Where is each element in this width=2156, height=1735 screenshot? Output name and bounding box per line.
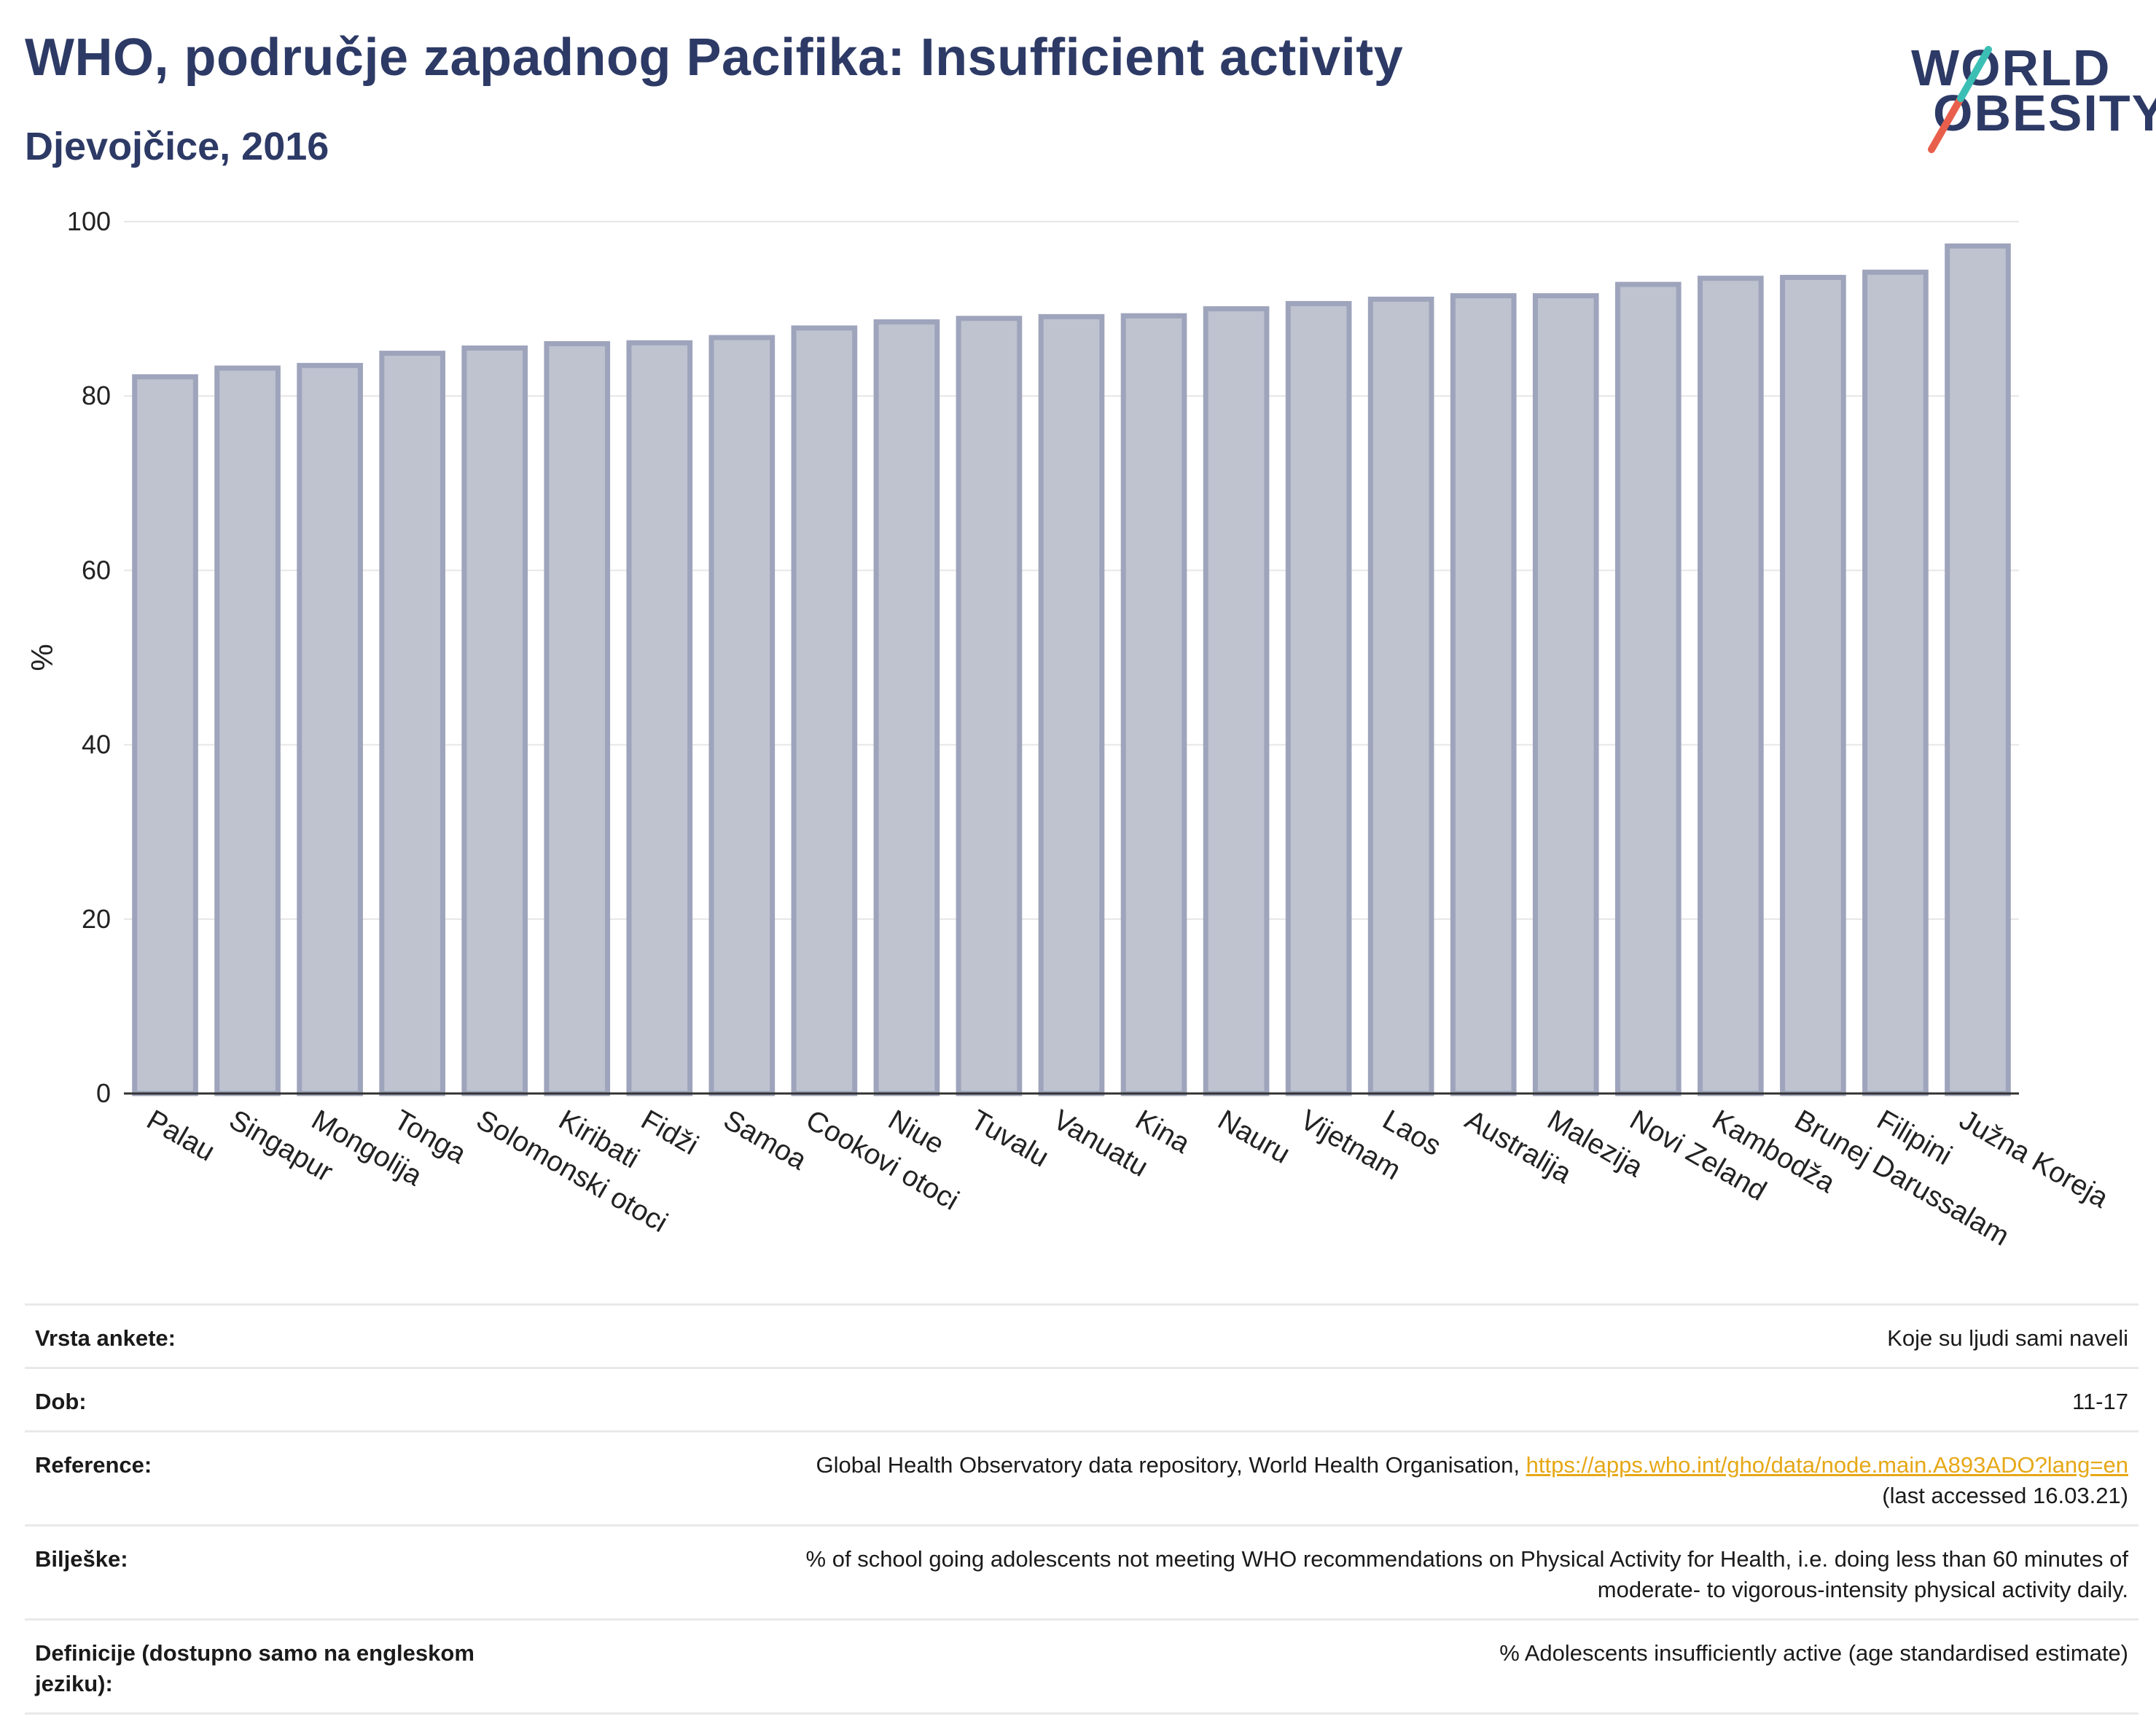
meta-key: Bilješke: — [35, 1546, 128, 1572]
y-tick-label: 20 — [82, 904, 111, 934]
x-tick-label: Fidži — [636, 1104, 703, 1161]
y-tick-label: 100 — [67, 206, 111, 236]
x-tick-label: Nauru — [1213, 1104, 1296, 1170]
x-tick-label: Južna Koreja — [1954, 1104, 2114, 1214]
meta-value: % Adolescents insufficiently active (age… — [1499, 1640, 2128, 1666]
x-tick-label: Cookovi otoci — [800, 1104, 964, 1217]
meta-value: Koje su ljudi sami naveli — [1887, 1325, 2128, 1351]
bar-niue[interactable] — [873, 319, 940, 1096]
logo-slash-icon — [1928, 46, 1992, 153]
y-axis-ticks: 0 20 40 60 80 100 — [67, 206, 111, 1108]
bar-samoa[interactable] — [708, 335, 776, 1096]
meta-value: 11-17 — [2072, 1389, 2128, 1414]
x-tick-label: Tuvalu — [965, 1104, 1054, 1174]
y-tick-label: 0 — [96, 1078, 111, 1108]
meta-key: Dob: — [35, 1389, 87, 1414]
reference-link[interactable]: https://apps.who.int/gho/data/node.main.… — [1526, 1452, 2128, 1478]
meta-row-notes: Bilješke: % of school going adolescents … — [25, 1524, 2139, 1618]
y-tick-label: 80 — [82, 381, 111, 410]
bar-malezija[interactable] — [1532, 293, 1599, 1096]
y-tick-label: 60 — [82, 555, 111, 585]
bar-cookovi-otoci[interactable] — [791, 325, 858, 1096]
bar-kambodža[interactable] — [1698, 276, 1764, 1096]
bar-laos[interactable] — [1367, 296, 1434, 1096]
bar-brunej-darussalam[interactable] — [1780, 275, 1846, 1096]
meta-value: Global Health Observatory data repositor… — [589, 1450, 2128, 1511]
meta-key: Definicije (dostupno samo na engleskom j… — [35, 1640, 474, 1696]
bar-mongolija[interactable] — [297, 362, 363, 1096]
notes-line2: moderate- to vigorous-intensity physical… — [1597, 1577, 2128, 1602]
meta-row-definition: Definicije (dostupno samo na engleskom j… — [25, 1618, 2139, 1715]
y-tick-label: 40 — [82, 730, 111, 760]
meta-row-reference: Reference: Global Health Observatory dat… — [25, 1430, 2139, 1524]
bar-filipini[interactable] — [1862, 269, 1929, 1096]
reference-text: Global Health Observatory data repositor… — [816, 1452, 1526, 1478]
meta-row-age: Dob: 11-17 — [25, 1367, 2139, 1430]
bar-australija[interactable] — [1450, 293, 1517, 1096]
bar-tuvalu[interactable] — [956, 316, 1023, 1096]
bar-kiribati[interactable] — [544, 340, 611, 1096]
bar-fidži[interactable] — [626, 340, 693, 1096]
bar-nauru[interactable] — [1203, 306, 1270, 1096]
bar-vijetnam[interactable] — [1285, 300, 1352, 1096]
bar-palau[interactable] — [132, 374, 198, 1096]
bar-vanuatu[interactable] — [1038, 313, 1105, 1096]
bar-južna-koreja[interactable] — [1945, 243, 2011, 1096]
bar-singapur[interactable] — [214, 365, 281, 1096]
metadata-table: Vrsta ankete: Koje su ljudi sami naveli … — [25, 1303, 2139, 1715]
meta-row-survey: Vrsta ankete: Koje su ljudi sami naveli — [25, 1303, 2139, 1367]
logo-line1: WORLD — [1911, 39, 2112, 96]
chart-title: WHO, područje zapadnog Pacifika: Insuffi… — [25, 28, 1404, 87]
y-axis-label: % — [25, 644, 59, 671]
reference-accessed: (last accessed 16.03.21) — [1882, 1483, 2128, 1508]
bar-tonga[interactable] — [379, 351, 445, 1096]
meta-key: Vrsta ankete: — [35, 1325, 176, 1351]
x-tick-label: Samoa — [718, 1104, 812, 1177]
bar-chart: 0 20 40 60 80 100 Palau SingapurMongolijaTonga… — [25, 206, 2114, 1252]
logo-line2: OBESITY — [1933, 85, 2156, 141]
bar-solomonski-otoci[interactable] — [461, 345, 528, 1096]
meta-key: Reference: — [35, 1452, 152, 1478]
bar-novi-zeland[interactable] — [1614, 281, 1682, 1096]
meta-value: % of school going adolescents not meetin… — [589, 1544, 2128, 1605]
notes-line1: % of school going adolescents not meetin… — [805, 1546, 2128, 1572]
bars — [132, 243, 2011, 1096]
x-tick-label: Palau — [141, 1104, 220, 1168]
world-obesity-logo[interactable]: WORLD OBESITY — [1902, 36, 2156, 153]
chart-subtitle: Djevojčice, 2016 — [25, 125, 329, 168]
bar-kina[interactable] — [1120, 313, 1187, 1096]
x-tick-label: Vanuatu — [1048, 1104, 1154, 1183]
